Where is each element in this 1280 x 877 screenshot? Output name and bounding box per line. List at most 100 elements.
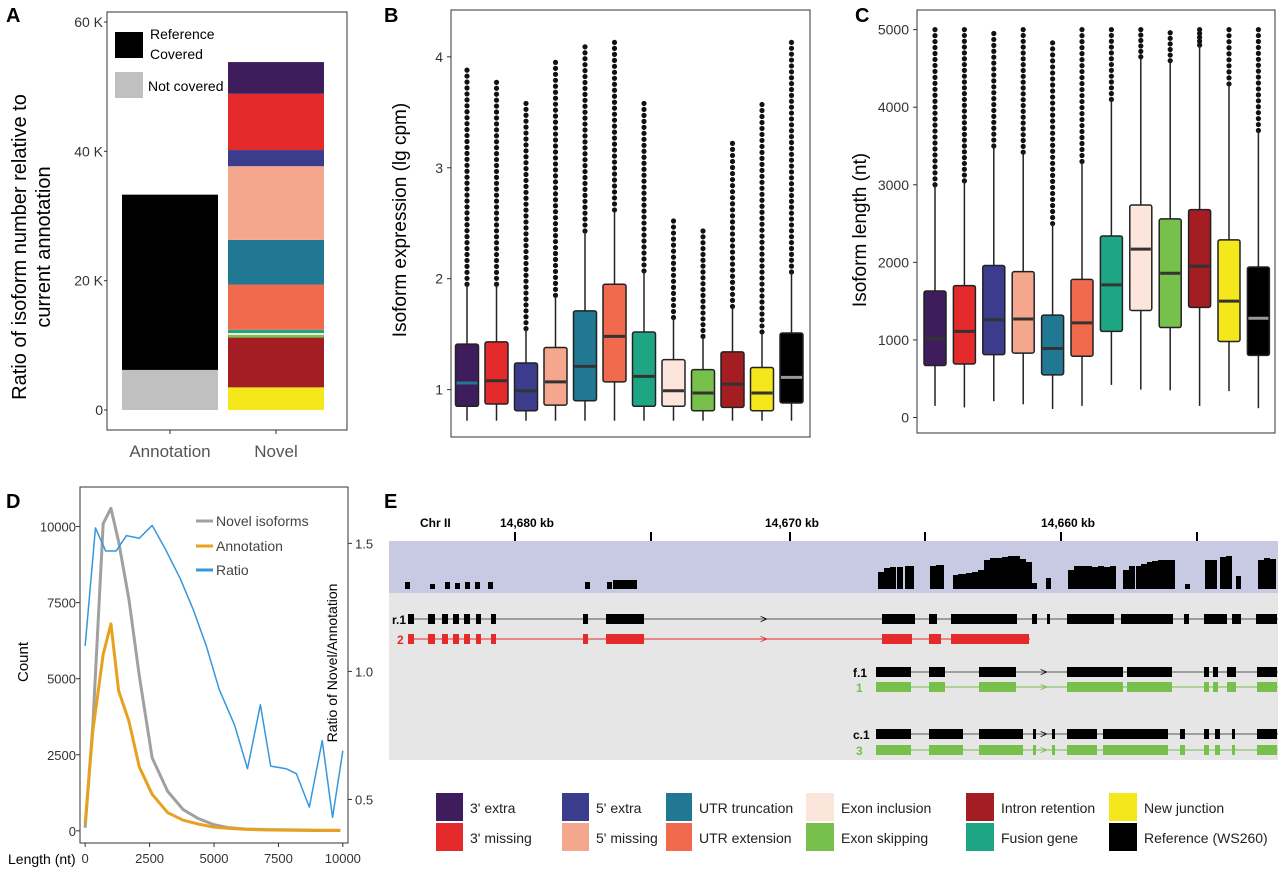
panel-a-xtick-label: Annotation [129,442,210,461]
outlier-point [582,109,588,115]
outlier-point [464,97,470,103]
outlier-point [1197,34,1203,40]
outlier-point [523,130,529,136]
outlier-point [611,99,618,105]
outlier-point [1050,106,1056,112]
box-iqr [779,332,804,404]
outlier-point [759,143,765,150]
panel-d-ytick-label: 10000 [40,520,76,535]
outlier-point [464,91,470,97]
outlier-point [523,320,529,326]
legend-swatch-exon-skipping [806,823,834,851]
outlier-point [729,279,736,285]
outlier-point [961,91,968,97]
exon-block [979,745,1023,755]
outlier-point [611,195,618,201]
bar-segment-5-extra [228,150,324,167]
outlier-point [1167,46,1173,53]
outlier-point [464,156,470,162]
coverage-bar [1147,562,1153,589]
coordinate-label: 14,670 kb [765,516,819,530]
track-label: 2 [397,633,404,647]
track-label: f.1 [853,666,867,680]
legend-label-annotation: Annotation [216,538,283,554]
outlier-point [552,167,559,173]
outlier-point [1079,74,1085,81]
outlier-point [552,238,559,245]
coverage-bar [1152,561,1158,589]
outlier-point [582,97,588,103]
outlier-point [464,257,470,264]
ytick-label: 3000 [878,177,909,193]
outlier-point [961,143,968,149]
outlier-point [493,234,500,240]
outlier-point [641,208,647,214]
outlier-point [493,186,500,192]
legend-label-3-extra: 3' extra [470,800,516,816]
outlier-point [1050,184,1056,191]
bar-segment-not-covered [122,369,218,410]
outlier-point [523,302,529,308]
outlier-point [1255,74,1261,80]
exon-block [876,745,911,755]
exon-block [929,614,937,624]
outlier-point [788,192,795,199]
isoform-track-reference: > [408,612,1278,626]
outlier-point [611,165,618,171]
outlier-point [552,274,559,281]
outlier-point [961,155,968,161]
outlier-point [493,156,500,163]
outlier-point [1255,62,1261,68]
legend-label-novel-isoforms: Novel isoforms [216,513,309,529]
outlier-point [1226,57,1232,63]
panel-e-genome-browser: E Chr II 14,680 kb 14,670 kb 14,660 kb>>>>… [384,491,1278,760]
outlier-point [788,134,795,140]
outlier-point [523,118,529,124]
panel-d-frame [79,486,349,844]
outlier-point [700,298,706,304]
outlier-point [523,308,529,314]
outlier-point [759,323,765,329]
exon-block [606,634,644,644]
coverage-bar [1129,566,1135,589]
outlier-point [1050,112,1056,118]
outlier-point [788,169,795,175]
outlier-point [1050,142,1056,148]
outlier-point [1050,52,1056,58]
outlier-point [932,134,938,140]
outlier-point [1138,43,1144,49]
outlier-point [670,230,677,236]
legend-swatch-3-missing [436,823,463,851]
outlier-point [641,148,647,154]
exon-block [428,614,435,624]
outlier-point [991,60,997,66]
outlier-point [464,79,470,85]
outlier-point [552,89,559,95]
panel-d-xlabel: Length (nt) [8,851,76,867]
outlier-point [611,51,618,57]
outlier-point [1020,50,1026,56]
outlier-point [493,79,500,85]
outlier-point [552,233,559,239]
series-line-ratio [84,524,344,819]
outlier-point [464,269,470,275]
box-intron-retention [720,140,745,421]
outlier-point [523,296,529,302]
outlier-point [611,63,618,69]
exon-block [979,682,1016,692]
outlier-point [788,145,795,151]
exon-block [583,614,588,624]
outlier-point [552,244,559,251]
outlier-point [1138,48,1144,54]
exon-block [1232,745,1235,755]
outlier-point [1050,220,1056,227]
outlier-point [582,115,588,121]
outlier-point [552,197,559,203]
outlier-point [582,198,588,204]
outlier-point [759,317,765,323]
legend-swatch-utr-truncation [666,793,692,821]
box-5-missing [1011,27,1035,405]
outlier-point [961,61,968,68]
exon-block [1215,745,1220,755]
outlier-point [991,78,997,84]
